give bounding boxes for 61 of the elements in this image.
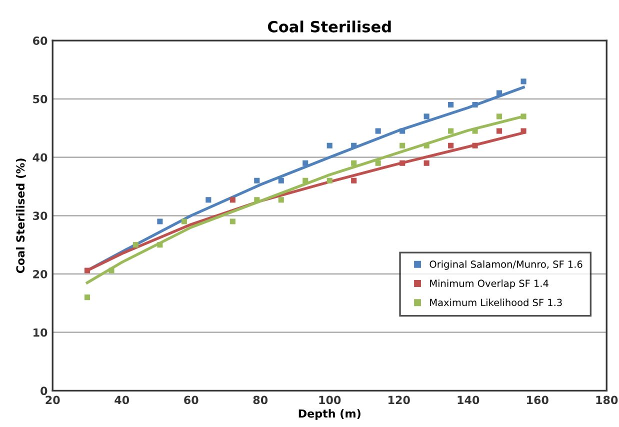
point <box>424 160 430 166</box>
point <box>302 178 308 184</box>
x-axis-title: Depth (m) <box>298 409 360 420</box>
legend-label: Minimum Overlap SF 1.4 <box>430 279 548 289</box>
point <box>448 102 454 108</box>
point <box>496 128 502 134</box>
point <box>472 142 478 148</box>
x-tick-label: 140 <box>458 396 480 404</box>
legend-label: Original Salamon/Munro, SF 1.6 <box>430 260 582 270</box>
x-tick-label: 40 <box>114 396 130 404</box>
point <box>302 160 308 166</box>
point <box>278 197 284 203</box>
point <box>254 178 260 184</box>
point <box>278 178 284 184</box>
point <box>520 128 526 134</box>
point <box>157 242 163 248</box>
y-tick-label: 40 <box>32 153 48 162</box>
y-tick-label: 20 <box>33 270 48 278</box>
point <box>472 102 478 108</box>
x-tick-label: 80 <box>253 396 268 404</box>
point <box>326 142 332 148</box>
point <box>400 128 406 134</box>
point <box>448 142 454 148</box>
point <box>520 78 526 84</box>
x-tick-label: 160 <box>527 396 548 404</box>
y-tick-label: 10 <box>34 328 48 337</box>
point <box>351 160 357 166</box>
point <box>400 142 406 148</box>
y-tick-label: 50 <box>33 94 48 104</box>
point <box>230 218 236 224</box>
point <box>520 114 526 120</box>
point <box>400 160 406 166</box>
y-axis-title: Coal Sterilised (%) <box>16 158 26 274</box>
x-tick-label: 120 <box>388 396 410 404</box>
point <box>181 218 187 224</box>
x-tick-label: 180 <box>596 396 618 404</box>
point <box>157 218 163 224</box>
point <box>108 268 114 274</box>
point <box>424 114 430 120</box>
point <box>424 142 430 148</box>
x-tick-label: 20 <box>46 396 60 404</box>
point <box>448 128 454 134</box>
chart-title: Coal Sterilised <box>268 20 391 32</box>
point <box>496 114 502 120</box>
point <box>375 160 381 166</box>
x-tick-label: 100 <box>319 396 341 404</box>
point <box>351 178 357 184</box>
point <box>84 268 90 274</box>
point <box>496 90 502 96</box>
point <box>326 178 332 184</box>
point <box>351 142 357 148</box>
legend-label: Maximum Likelihood SF 1.3 <box>430 298 562 306</box>
y-tick-label: 30 <box>33 212 48 220</box>
point <box>375 128 381 134</box>
point <box>230 197 236 203</box>
y-tick-label: 0 <box>40 386 48 396</box>
point <box>206 197 212 203</box>
point <box>132 242 138 248</box>
x-tick-label: 60 <box>184 396 198 404</box>
y-tick-label: 60 <box>32 36 48 45</box>
point <box>84 294 90 300</box>
